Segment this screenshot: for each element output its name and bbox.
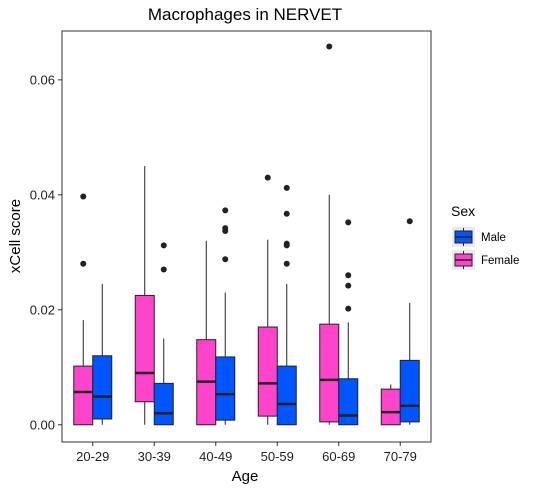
- box-male-50-59: [276, 184, 297, 426]
- x-tick-label: 50-59: [261, 449, 294, 464]
- box-body: [92, 355, 113, 420]
- box-body: [338, 378, 359, 426]
- x-tick-label: 20-29: [76, 449, 109, 464]
- box-male-30-39: [153, 242, 174, 426]
- outlier-point: [264, 174, 271, 181]
- outlier-point: [80, 193, 87, 200]
- outlier-point: [283, 240, 290, 247]
- outlier-point: [160, 266, 167, 273]
- outlier-point: [345, 219, 352, 226]
- x-tick-label: 70-79: [384, 449, 417, 464]
- legend: Sex Male Female: [451, 203, 519, 270]
- outlier-point: [283, 210, 290, 217]
- box-female-30-39: [134, 166, 155, 425]
- x-axis-title: Age: [232, 468, 259, 485]
- y-tick-label: 0.04: [30, 187, 55, 202]
- outlier-point: [345, 282, 352, 289]
- outlier-point: [283, 260, 290, 267]
- box-body: [257, 326, 278, 417]
- box-male-20-29: [92, 283, 113, 425]
- outlier-point: [345, 272, 352, 279]
- box-body: [153, 382, 174, 426]
- box-body: [399, 359, 420, 423]
- outlier-point: [160, 242, 167, 249]
- box-body: [73, 365, 94, 426]
- x-tick-label: 60-69: [322, 449, 355, 464]
- legend-label-male: Male: [481, 232, 506, 244]
- outlier-point: [222, 256, 229, 263]
- box-body: [319, 323, 340, 423]
- outlier-point: [326, 43, 333, 50]
- outlier-point: [283, 184, 290, 191]
- y-tick-label: 0.00: [30, 417, 55, 432]
- outlier-point: [222, 225, 229, 232]
- outlier-point: [406, 218, 413, 225]
- box-female-20-29: [73, 193, 94, 426]
- plot-panel: [61, 30, 432, 443]
- legend-label-female: Female: [481, 255, 519, 267]
- box-male-40-49: [215, 207, 236, 425]
- box-body: [215, 356, 236, 421]
- outlier-point: [80, 260, 87, 267]
- x-axis: 20-29 30-39 40-49 50-59 60-69 70-79: [76, 442, 417, 464]
- y-axis: 0.00 0.02 0.04 0.06: [30, 72, 62, 432]
- x-tick-label: 40-49: [199, 449, 232, 464]
- y-tick-label: 0.02: [30, 302, 55, 317]
- box-body: [380, 388, 401, 426]
- box-body: [134, 294, 155, 403]
- chart-title: Macrophages in NERVET: [148, 5, 342, 24]
- y-axis-title: xCell score: [7, 199, 24, 273]
- box-female-60-69: [319, 43, 340, 425]
- box-body: [276, 365, 297, 426]
- legend-title: Sex: [451, 203, 475, 219]
- x-tick-label: 30-39: [138, 449, 171, 464]
- box-male-70-79: [399, 218, 420, 425]
- box-female-40-49: [196, 240, 217, 426]
- y-tick-label: 0.06: [30, 72, 55, 87]
- outlier-point: [345, 305, 352, 312]
- outlier-point: [222, 207, 229, 214]
- box-plot-marks: [73, 43, 420, 426]
- box-male-60-69: [338, 219, 359, 426]
- box-female-70-79: [380, 384, 401, 426]
